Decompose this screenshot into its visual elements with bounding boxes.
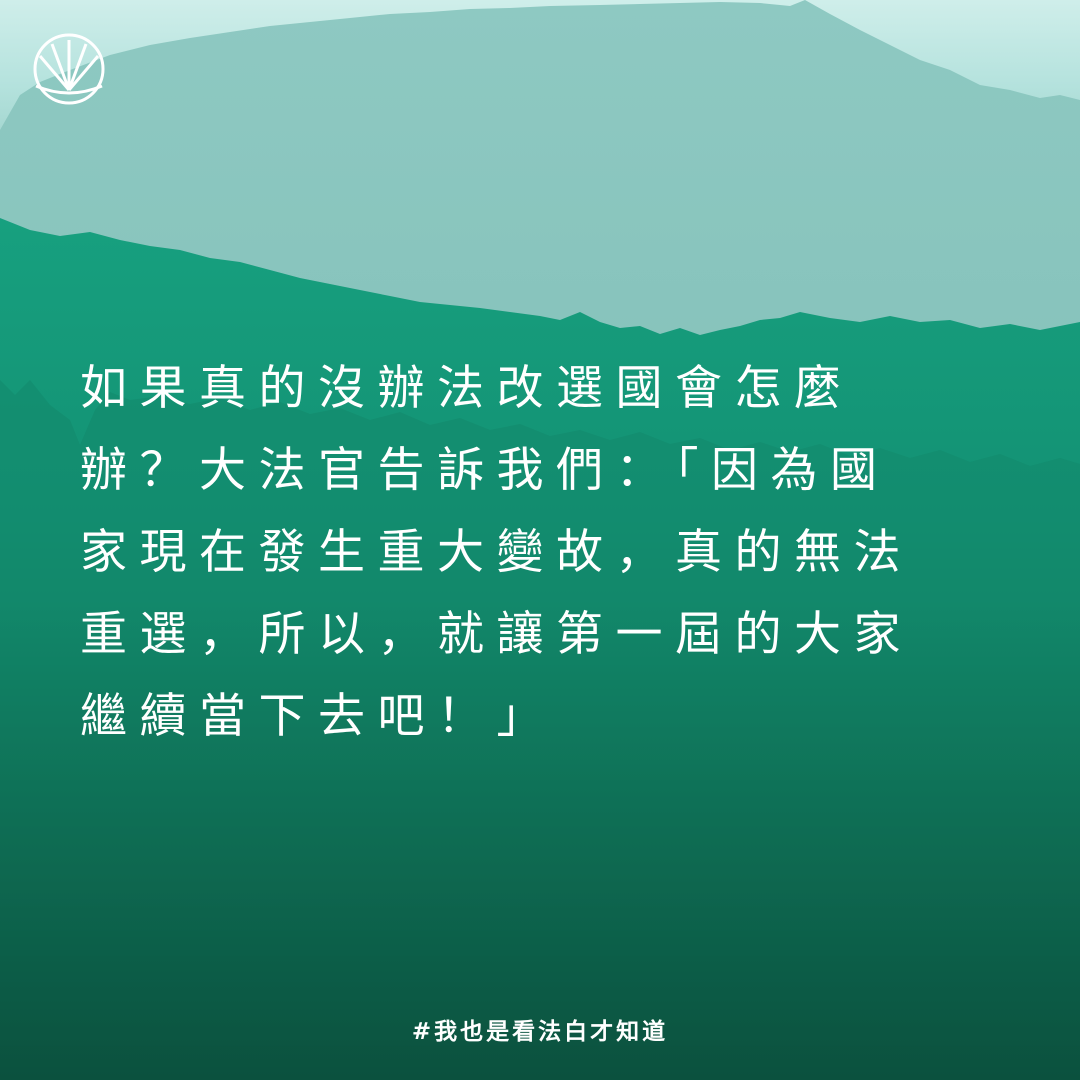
quote-line-4: 重選，所以，就讓第一屆的大家 <box>80 607 913 662</box>
bottom-shade <box>0 600 1080 1080</box>
quote-line-2: 辦？大法官告訴我們：「因為國 <box>80 443 890 498</box>
quote-line-5: 繼續當下去吧！」 <box>80 689 556 744</box>
sun-rays-logo-icon <box>33 33 105 105</box>
main-quote-text: 如果真的沒辦法改選國會怎麼 辦？大法官告訴我們：「因為國 家現在發生重大變故，真… <box>80 348 1010 758</box>
quote-line-3: 家現在發生重大變故，真的無法 <box>80 525 913 580</box>
hashtag-text: #我也是看法白才知道 <box>411 1019 669 1045</box>
quote-line-1: 如果真的沒辦法改選國會怎麼 <box>80 361 854 416</box>
